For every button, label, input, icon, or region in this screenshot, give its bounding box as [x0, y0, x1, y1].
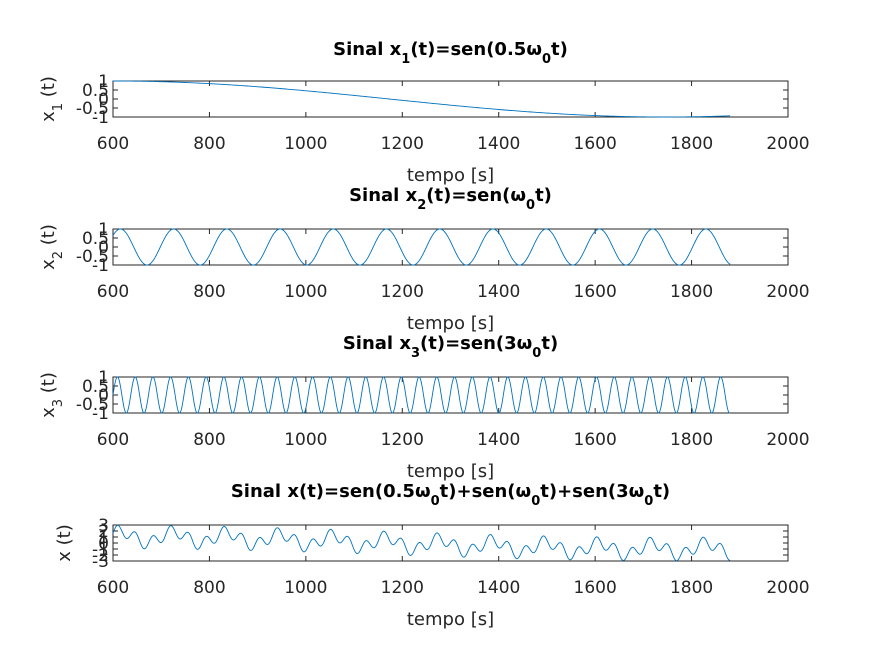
x-tick-label: 1400	[477, 134, 520, 154]
y-tick-label: 1	[98, 368, 109, 388]
x-tick-label: 2000	[766, 134, 809, 154]
y-tick-label: 1	[98, 220, 109, 240]
x-axis-label: tempo [s]	[407, 609, 494, 630]
subplot-1: Sinal x1(t)=sen(0.5ω0t) 600 800 1000 1200 140…	[38, 39, 810, 186]
x-tick-label: 2000	[766, 430, 809, 450]
x-tick-label: 1600	[574, 134, 617, 154]
x-tick-label: 800	[193, 282, 225, 302]
x-tick-label: 1200	[381, 578, 424, 598]
y-tick-label: 0	[98, 386, 109, 406]
x-tick-label: 1800	[670, 430, 713, 450]
y-tick-label: 0	[98, 534, 109, 554]
y-tick-label: -1	[92, 108, 109, 128]
axes-box	[112, 80, 789, 118]
x-tick-label: 2000	[766, 578, 809, 598]
y-tick-label: -0.5	[76, 247, 109, 267]
x-axis-label: tempo [s]	[407, 165, 494, 186]
axes-box	[112, 228, 789, 266]
y-tick-label: 2	[98, 522, 109, 542]
y-tick-label: -2	[92, 546, 109, 566]
y-axis-label: x3 (t)	[38, 372, 66, 418]
y-tick-label: 0	[98, 238, 109, 258]
series-line	[112, 376, 731, 414]
y-tick-label: -0.5	[76, 395, 109, 415]
x-tick-label: 1400	[477, 282, 520, 302]
y-tick-label: 3	[98, 516, 109, 536]
x-tick-label: 1600	[574, 282, 617, 302]
x-tick-label: 1400	[477, 578, 520, 598]
y-tick-label: 1	[98, 72, 109, 92]
y-tick-label: -1	[92, 540, 109, 560]
x-tick-label: 1400	[477, 430, 520, 450]
y-axis-label: x1 (t)	[38, 76, 66, 122]
y-tick-label: -1	[92, 404, 109, 424]
y-tick-label: 0.5	[82, 229, 109, 249]
x-tick-label: 1200	[381, 134, 424, 154]
y-axis-label: x (t)	[54, 524, 75, 561]
y-tick-label: 1	[98, 528, 109, 548]
x-tick-label: 800	[193, 578, 225, 598]
x-tick-label: 1800	[670, 134, 713, 154]
x-tick-label: 1600	[574, 430, 617, 450]
chart-title: Sinal x3(t)=sen(3ω0t)	[343, 333, 558, 361]
series-line	[112, 524, 731, 562]
x-tick-label: 1800	[670, 282, 713, 302]
x-tick-label: 1000	[284, 134, 327, 154]
x-tick-label: 600	[97, 134, 129, 154]
x-axis-label: tempo [s]	[407, 313, 494, 334]
x-tick-label: 1000	[284, 430, 327, 450]
chart-title: Sinal x2(t)=sen(ω0t)	[349, 185, 552, 213]
x-tick-label: 800	[193, 430, 225, 450]
x-tick-label: 1600	[574, 578, 617, 598]
chart-title: Sinal x1(t)=sen(0.5ω0t)	[333, 39, 568, 67]
y-axis-label: x2 (t)	[38, 224, 66, 270]
series-line	[113, 80, 731, 118]
y-tick-label: 0.5	[82, 81, 109, 101]
x-tick-label: 1000	[284, 282, 327, 302]
x-tick-label: 600	[97, 430, 129, 450]
x-tick-label: 2000	[766, 282, 809, 302]
y-tick-label: -0.5	[76, 99, 109, 119]
chart-title: Sinal x(t)=sen(0.5ω0t)+sen(ω0t)+sen(3ω0t…	[231, 481, 670, 509]
y-tick-label: -3	[92, 552, 109, 572]
subplot-2: Sinal x2(t)=sen(ω0t) 600 800 1000 1200 1400 16…	[38, 185, 810, 334]
x-tick-label: 600	[97, 282, 129, 302]
x-axis-label: tempo [s]	[407, 461, 494, 482]
x-tick-label: 1200	[381, 430, 424, 450]
series-line	[112, 228, 731, 266]
x-tick-label: 600	[97, 578, 129, 598]
x-tick-label: 1000	[284, 578, 327, 598]
y-tick-label: 0	[98, 90, 109, 110]
subplot-4: Sinal x(t)=sen(0.5ω0t)+sen(ω0t)+sen(3ω0t…	[54, 481, 810, 630]
x-tick-label: 1200	[381, 282, 424, 302]
x-tick-label: 800	[193, 134, 225, 154]
subplot-3: Sinal x3(t)=sen(3ω0t) 600 800 1000 1200 1400 1…	[38, 333, 810, 482]
x-tick-label: 1800	[670, 578, 713, 598]
y-tick-label: -1	[92, 256, 109, 276]
y-tick-label: 0.5	[82, 377, 109, 397]
